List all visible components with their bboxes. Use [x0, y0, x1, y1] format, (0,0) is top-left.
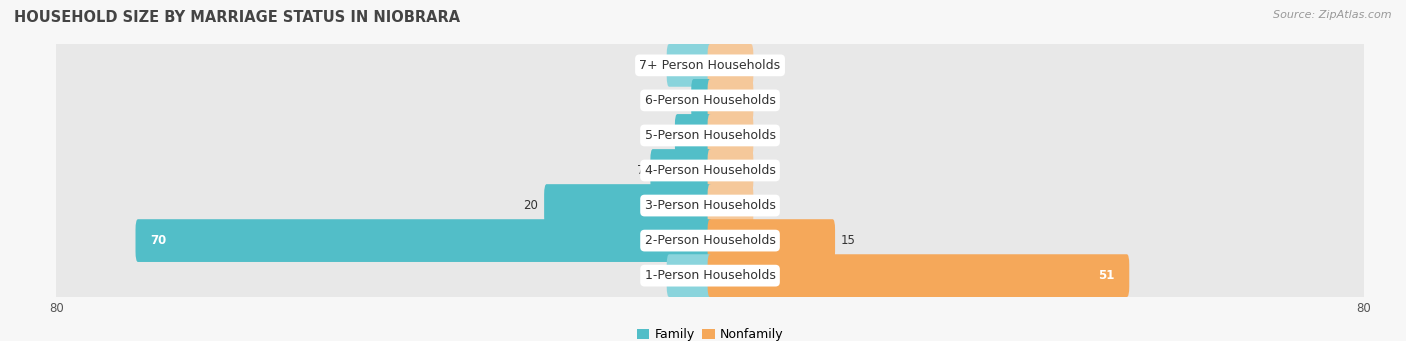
- FancyBboxPatch shape: [55, 66, 1365, 135]
- Text: 6-Person Households: 6-Person Households: [644, 94, 776, 107]
- Text: 2: 2: [678, 94, 686, 107]
- FancyBboxPatch shape: [666, 254, 713, 297]
- Text: 0: 0: [759, 59, 766, 72]
- FancyBboxPatch shape: [707, 79, 754, 122]
- Text: 2-Person Households: 2-Person Households: [644, 234, 776, 247]
- FancyBboxPatch shape: [666, 44, 713, 87]
- Text: 0: 0: [654, 269, 661, 282]
- Text: 0: 0: [759, 199, 766, 212]
- FancyBboxPatch shape: [544, 184, 713, 227]
- FancyBboxPatch shape: [55, 137, 1365, 204]
- FancyBboxPatch shape: [55, 172, 1365, 239]
- FancyBboxPatch shape: [55, 32, 1365, 99]
- FancyBboxPatch shape: [707, 44, 754, 87]
- FancyBboxPatch shape: [55, 136, 1365, 205]
- Text: Source: ZipAtlas.com: Source: ZipAtlas.com: [1274, 10, 1392, 20]
- FancyBboxPatch shape: [651, 149, 713, 192]
- Text: 70: 70: [150, 234, 166, 247]
- FancyBboxPatch shape: [55, 67, 1365, 134]
- Legend: Family, Nonfamily: Family, Nonfamily: [631, 323, 789, 341]
- FancyBboxPatch shape: [707, 184, 754, 227]
- FancyBboxPatch shape: [55, 101, 1365, 170]
- FancyBboxPatch shape: [55, 242, 1365, 309]
- FancyBboxPatch shape: [55, 207, 1365, 274]
- FancyBboxPatch shape: [55, 171, 1365, 240]
- FancyBboxPatch shape: [707, 114, 754, 157]
- Text: 0: 0: [759, 129, 766, 142]
- Text: 7+ Person Households: 7+ Person Households: [640, 59, 780, 72]
- FancyBboxPatch shape: [55, 241, 1365, 310]
- FancyBboxPatch shape: [707, 219, 835, 262]
- FancyBboxPatch shape: [55, 31, 1365, 100]
- FancyBboxPatch shape: [675, 114, 713, 157]
- Text: 51: 51: [1098, 269, 1115, 282]
- Text: 0: 0: [759, 164, 766, 177]
- Text: 4: 4: [662, 129, 669, 142]
- FancyBboxPatch shape: [692, 79, 713, 122]
- Text: 5-Person Households: 5-Person Households: [644, 129, 776, 142]
- FancyBboxPatch shape: [55, 206, 1365, 275]
- FancyBboxPatch shape: [707, 149, 754, 192]
- Text: 1-Person Households: 1-Person Households: [644, 269, 776, 282]
- Text: 4-Person Households: 4-Person Households: [644, 164, 776, 177]
- FancyBboxPatch shape: [135, 219, 713, 262]
- Text: 0: 0: [654, 59, 661, 72]
- Text: 3-Person Households: 3-Person Households: [644, 199, 776, 212]
- Text: HOUSEHOLD SIZE BY MARRIAGE STATUS IN NIOBRARA: HOUSEHOLD SIZE BY MARRIAGE STATUS IN NIO…: [14, 10, 460, 25]
- FancyBboxPatch shape: [55, 102, 1365, 169]
- Text: 20: 20: [523, 199, 538, 212]
- Text: 0: 0: [759, 94, 766, 107]
- FancyBboxPatch shape: [707, 254, 1129, 297]
- Text: 15: 15: [841, 234, 856, 247]
- Text: 7: 7: [637, 164, 644, 177]
